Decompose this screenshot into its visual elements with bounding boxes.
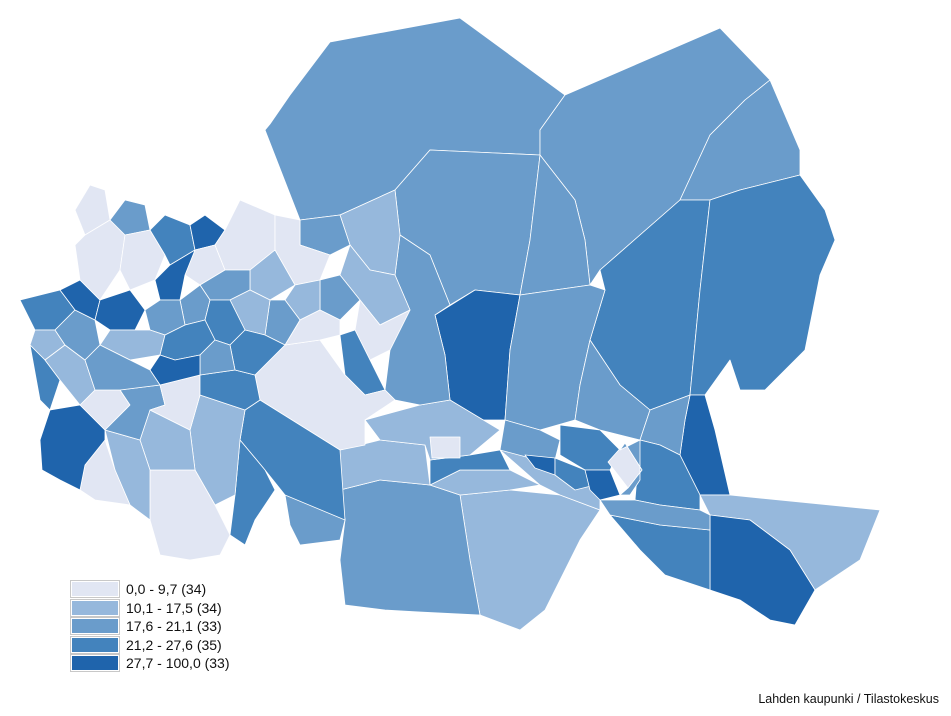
map-region bbox=[459, 489, 601, 631]
legend-item: 27,7 - 100,0 (33) bbox=[70, 654, 230, 673]
source-credit: Lahden kaupunki / Tilastokeskus bbox=[758, 692, 939, 706]
map-region bbox=[599, 499, 711, 531]
map-region bbox=[689, 174, 836, 396]
map-region bbox=[574, 339, 651, 441]
legend-swatch bbox=[70, 654, 120, 673]
legend-label: 0,0 - 9,7 (34) bbox=[126, 581, 207, 598]
legend-item: 0,0 - 9,7 (34) bbox=[70, 580, 230, 599]
legend-swatch bbox=[70, 598, 120, 617]
map-region bbox=[584, 469, 621, 501]
legend-swatch bbox=[70, 635, 120, 654]
legend-item: 17,6 - 21,1 (33) bbox=[70, 617, 230, 636]
map-region bbox=[709, 514, 816, 626]
map-region bbox=[149, 469, 231, 561]
legend-label: 17,6 - 21,1 (33) bbox=[126, 618, 222, 635]
map-region bbox=[109, 199, 151, 236]
map-region bbox=[39, 404, 106, 491]
map-region bbox=[554, 457, 596, 491]
legend-label: 10,1 - 17,5 (34) bbox=[126, 599, 222, 616]
legend-item: 10,1 - 17,5 (34) bbox=[70, 598, 230, 618]
legend-swatch bbox=[70, 617, 120, 636]
map-region bbox=[339, 479, 481, 616]
map-legend: 0,0 - 9,7 (34) 10,1 - 17,5 (34) 17,6 - 2… bbox=[70, 580, 230, 673]
map-region bbox=[619, 439, 643, 496]
legend-label: 21,2 - 27,6 (35) bbox=[126, 636, 222, 653]
legend-item: 21,2 - 27,6 (35) bbox=[70, 635, 230, 655]
legend-label: 27,7 - 100,0 (33) bbox=[126, 655, 230, 672]
map-region bbox=[84, 344, 161, 391]
legend-swatch bbox=[70, 580, 120, 599]
map-region bbox=[29, 344, 61, 411]
map-region bbox=[229, 439, 276, 546]
map-region bbox=[429, 436, 461, 459]
